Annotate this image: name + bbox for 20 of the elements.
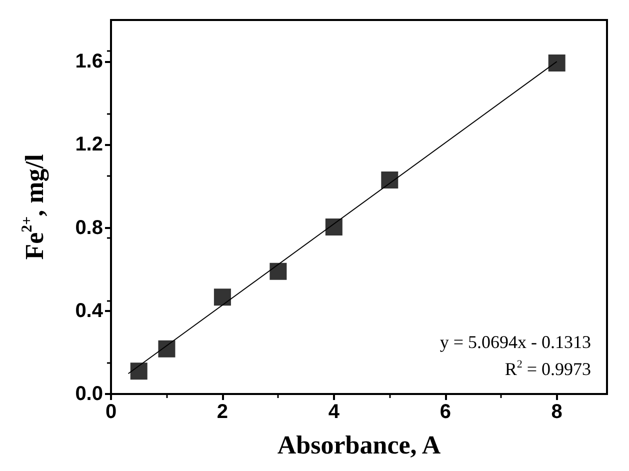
x-tick-label: 0 xyxy=(105,401,117,423)
y-tick-label: 1.6 xyxy=(75,50,103,73)
y-tick-label: 0.4 xyxy=(75,300,104,322)
x-axis-title: Absorbance, A xyxy=(277,430,441,460)
x-tick-label: 4 xyxy=(328,401,340,423)
point xyxy=(130,362,148,380)
x-tick-label: 8 xyxy=(551,401,562,423)
point xyxy=(270,262,287,280)
point xyxy=(381,171,398,188)
annotation: y = 5.0694x - 0.1313 xyxy=(440,332,592,352)
y-tick-label: 0.0 xyxy=(75,383,103,405)
x-tick-label: 2 xyxy=(216,401,228,423)
y-axis-title: Fe2+, mg/l xyxy=(20,154,49,260)
point xyxy=(548,54,566,72)
x-tick-label: 6 xyxy=(440,401,451,423)
point xyxy=(325,218,342,236)
y-tick-label: 1.2 xyxy=(75,134,103,156)
point xyxy=(214,288,231,306)
point xyxy=(158,340,176,358)
y-tick-label: 0.8 xyxy=(75,216,103,239)
